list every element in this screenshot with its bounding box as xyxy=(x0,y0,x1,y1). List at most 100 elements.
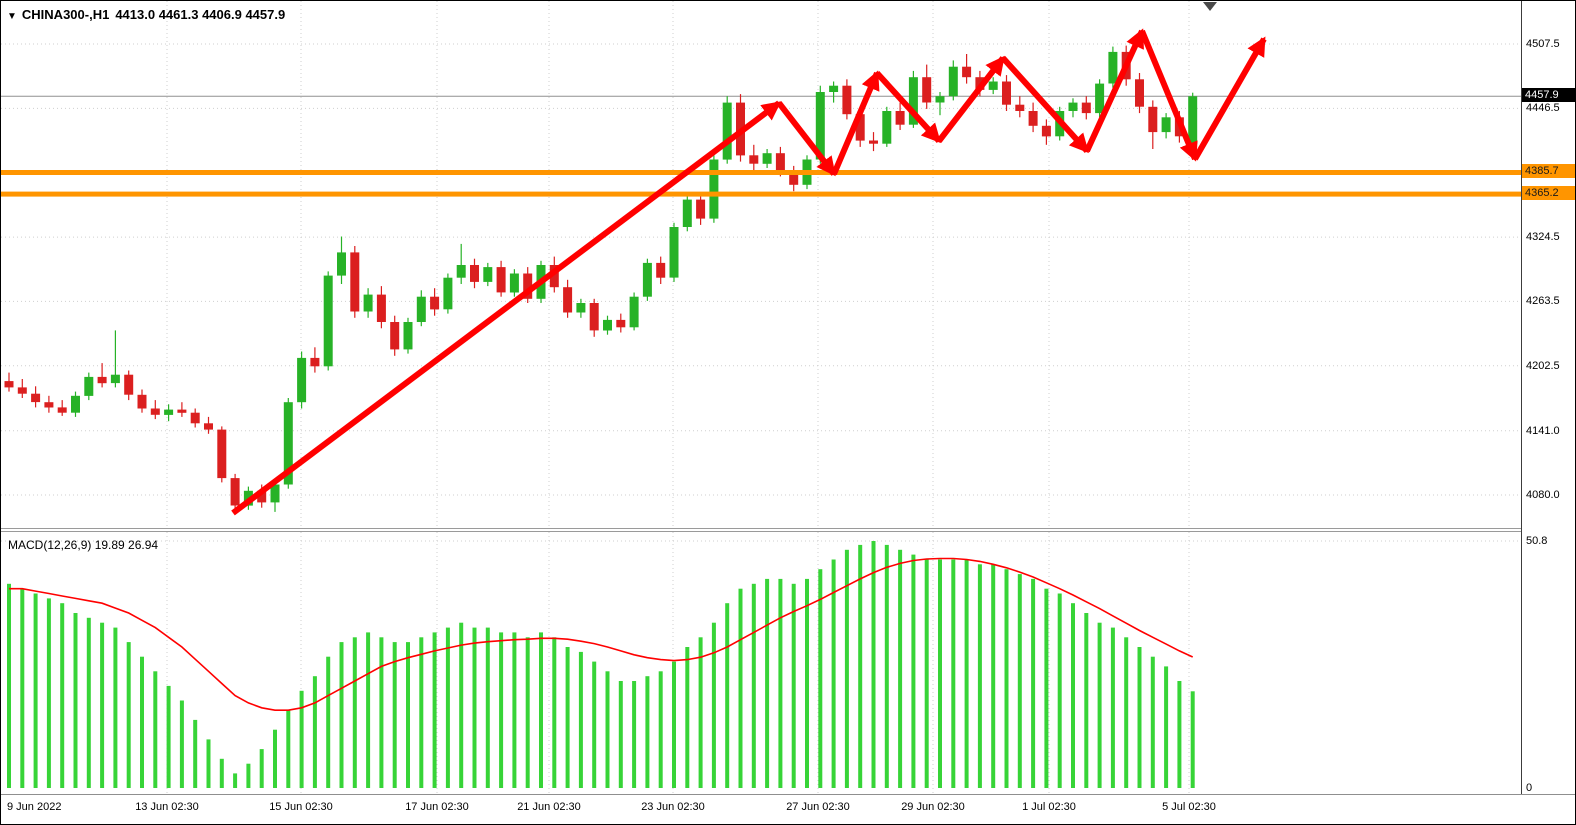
macd-histogram-bar xyxy=(140,656,144,788)
macd-histogram-bar xyxy=(525,637,530,788)
trend-arrow[interactable] xyxy=(1000,55,1090,154)
candle-body xyxy=(1081,102,1091,114)
macd-canvas[interactable] xyxy=(1,532,1521,794)
trend-arrow[interactable] xyxy=(231,100,782,516)
macd-histogram-bar xyxy=(991,564,996,788)
macd-histogram-bar xyxy=(419,637,424,788)
horizontal-level-line[interactable] xyxy=(1,191,1521,197)
price-chart-area[interactable] xyxy=(1,1,1521,528)
trend-arrow[interactable] xyxy=(831,70,880,176)
horizontal-level-line[interactable] xyxy=(1,170,1521,175)
macd-histogram-bar xyxy=(632,681,637,788)
trend-arrow[interactable] xyxy=(776,101,837,177)
macd-histogram-bar xyxy=(778,578,783,788)
candle-body xyxy=(895,111,905,125)
candle-body xyxy=(1041,125,1051,137)
candle-body xyxy=(204,423,213,430)
candle-body xyxy=(57,407,67,413)
macd-histogram-bar xyxy=(1110,627,1115,788)
trend-arrow[interactable] xyxy=(874,70,942,144)
macd-histogram-bar xyxy=(685,647,690,788)
candle-body xyxy=(376,294,386,322)
macd-histogram-bar xyxy=(871,541,876,788)
support-level-badge[interactable]: 4365.2 xyxy=(1522,186,1575,201)
candle-body xyxy=(363,294,373,312)
candle-body xyxy=(190,412,200,424)
macd-histogram-bar xyxy=(73,613,78,788)
macd-histogram-bar xyxy=(791,583,796,788)
macd-histogram-bar xyxy=(818,569,823,788)
trend-arrow[interactable] xyxy=(1084,28,1145,153)
candle-body xyxy=(270,484,280,503)
macd-histogram-bar xyxy=(366,632,371,788)
candle-body xyxy=(616,319,626,328)
candle-body xyxy=(789,171,799,185)
candle-body xyxy=(603,319,612,331)
current-price-badge: 4457.9 xyxy=(1522,88,1575,103)
macd-histogram-bar xyxy=(1097,622,1102,788)
candle-body xyxy=(855,114,865,141)
macd-histogram-bar xyxy=(273,729,277,788)
candle-body xyxy=(71,395,80,413)
candle-body xyxy=(1095,83,1105,114)
candle-body xyxy=(283,402,293,485)
candle-body xyxy=(1002,81,1011,105)
ohlc-values: 4413.0 4461.3 4406.9 4457.9 xyxy=(115,7,286,22)
macd-histogram-bar xyxy=(1124,637,1129,788)
macd-histogram-bar xyxy=(605,671,610,788)
trend-arrow[interactable] xyxy=(936,55,1006,143)
macd-panel[interactable] xyxy=(1,532,1521,794)
candle-body xyxy=(124,374,134,395)
candle-body xyxy=(509,273,519,293)
trend-arrow[interactable] xyxy=(1139,29,1198,162)
candle-body xyxy=(563,287,573,313)
candle-body xyxy=(257,490,267,503)
macd-histogram-bar xyxy=(60,603,65,788)
candle-body xyxy=(682,199,692,227)
candlestick-canvas[interactable] xyxy=(1,1,1521,528)
macd-histogram-bar xyxy=(179,700,184,788)
macd-histogram-bar xyxy=(765,578,770,788)
resistance-level-badge[interactable]: 4385.7 xyxy=(1522,164,1575,179)
trend-arrow[interactable] xyxy=(1192,36,1267,161)
macd-histogram-bar xyxy=(977,564,982,788)
time-axis-label: 15 Jun 02:30 xyxy=(269,801,333,813)
macd-histogram-bar xyxy=(392,642,397,788)
macd-histogram-bar xyxy=(592,661,597,788)
symbol-period-label: CHINA300-,H1 xyxy=(21,7,110,22)
price-axis-label: 4080.0 xyxy=(1526,489,1560,501)
macd-axis-zero-label: 0 xyxy=(1526,782,1533,794)
macd-histogram-bar xyxy=(299,690,304,788)
macd-histogram-bar xyxy=(578,651,583,788)
macd-histogram-bar xyxy=(379,637,384,788)
symbol-dropdown-icon[interactable]: ▼ xyxy=(7,11,17,22)
candle-body xyxy=(815,92,825,160)
macd-histogram-bar xyxy=(1164,666,1169,788)
macd-histogram-bar xyxy=(153,671,158,788)
candle-body xyxy=(403,322,413,350)
macd-histogram-bar xyxy=(1031,578,1036,788)
macd-histogram-bar xyxy=(672,661,676,788)
macd-histogram-bar xyxy=(472,627,477,788)
candle-body xyxy=(642,262,652,297)
chart-shift-marker-icon[interactable] xyxy=(1203,2,1217,11)
time-axis-label: 29 Jun 02:30 xyxy=(901,801,965,813)
candle-body xyxy=(483,267,493,282)
macd-histogram-bar xyxy=(406,642,410,788)
candle-body xyxy=(17,387,27,394)
macd-histogram-bar xyxy=(485,627,490,788)
time-axis-label: 17 Jun 02:30 xyxy=(405,801,469,813)
macd-histogram-bar xyxy=(711,622,716,788)
candle-body xyxy=(629,296,639,328)
macd-histogram-bar xyxy=(1071,603,1075,788)
panel-separator[interactable] xyxy=(1,528,1521,532)
time-axis[interactable]: 9 Jun 2022 13 Jun 02:30 15 Jun 02:30 17 … xyxy=(1,794,1575,824)
candle-body xyxy=(696,199,706,219)
macd-histogram-bar xyxy=(738,588,743,788)
macd-histogram-bar xyxy=(698,637,703,788)
candle-body xyxy=(1015,104,1025,111)
candle-body xyxy=(323,275,333,367)
candle-body xyxy=(217,429,227,479)
candle-body xyxy=(456,265,466,278)
price-axis[interactable]: 4507.5 4446.5 4324.5 4263.5 4202.5 4141.… xyxy=(1521,1,1575,794)
